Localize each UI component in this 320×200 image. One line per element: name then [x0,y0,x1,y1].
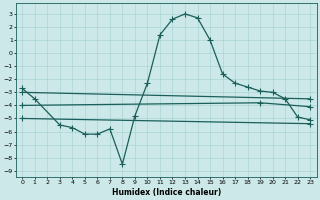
X-axis label: Humidex (Indice chaleur): Humidex (Indice chaleur) [112,188,221,197]
